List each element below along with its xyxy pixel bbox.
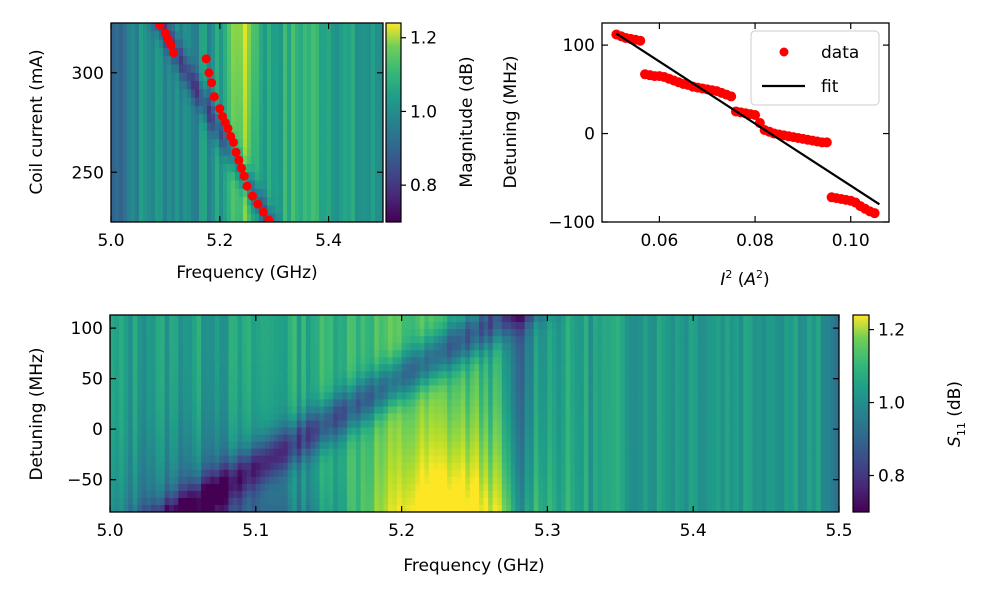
scatter-xtick-label: 0.10 (832, 231, 870, 251)
scatter-plot-area (611, 29, 881, 219)
legend-fit-label: fit (821, 77, 839, 97)
scatter-ylabel: Detuning (MHz) (501, 55, 521, 188)
colorbar-top-ticks: 0.8 1.0 1.2 (401, 29, 437, 196)
scatter-axes: 0.06 0.08 0.10 100 0 −100 (548, 23, 889, 251)
heatmap-top-xlabel: Frequency (GHz) (176, 263, 317, 283)
heatmap-bottom-frame (109, 314, 840, 513)
heatmap-bottom-ylabel: Detuning (MHz) (27, 347, 47, 480)
heatmap-top-marker (209, 92, 219, 102)
scatter-panel: 0.06 0.08 0.10 100 0 −100 I2 (A2) Detuning (M… (501, 22, 890, 290)
scatter-xlabel: I2 (A2) (720, 268, 769, 290)
heatmap-top-marker (237, 163, 247, 173)
heatmap-top-markers (155, 23, 274, 222)
scatter-xtick-label: 0.08 (736, 231, 774, 251)
heatmap-top-marker (231, 147, 241, 157)
heatmap-top-marker (234, 155, 244, 165)
heatmap-bottom-ytick-label: −50 (67, 471, 103, 491)
scatter-xtick-label: 0.06 (640, 231, 678, 251)
legend-data-marker (779, 47, 789, 57)
heatmap-top-marker (204, 68, 214, 78)
heatmap-top-marker (258, 207, 268, 217)
heatmap-bottom-xtick-label: 5.1 (242, 521, 269, 541)
heatmap-bottom-ytick-label: 100 (71, 319, 103, 339)
legend-data-label: data (821, 43, 859, 63)
colorbar-bottom-tick-label: 1.2 (878, 321, 905, 341)
heatmap-top-xtick-label: 5.2 (206, 231, 233, 251)
heatmap-bottom-xtick-label: 5.4 (680, 521, 707, 541)
heatmap-bottom-xtick-label: 5.2 (388, 521, 415, 541)
heatmap-top-marker (253, 199, 263, 209)
heatmap-bottom-xtick-label: 5.0 (96, 521, 123, 541)
fit-line (615, 32, 881, 206)
legend: data fit (750, 30, 880, 106)
colorbar-bottom (852, 314, 870, 513)
scatter-point (750, 109, 761, 120)
colorbar-top-tick-label: 0.8 (410, 176, 437, 196)
scatter-point (635, 35, 646, 46)
heatmap-bottom-ytick-label: 0 (92, 420, 103, 440)
legend-box (750, 30, 880, 106)
heatmap-top-frame (110, 22, 384, 223)
heatmap-bottom-axes: 5.0 5.1 5.2 5.3 5.4 5.5 100 50 0 −50 (67, 315, 853, 541)
heatmap-bottom-image (110, 315, 839, 512)
colorbar-bottom-tick-label: 1.0 (878, 394, 905, 414)
colorbar-bottom-ticks: 0.8 1.0 1.2 (869, 321, 905, 487)
scatter-point (821, 137, 832, 148)
heatmap-top-xtick-label: 5.0 (97, 231, 124, 251)
scatter-ytick-label: −100 (548, 213, 595, 233)
heatmap-top-panel: 5.0 5.2 5.4 250 300 Frequency (GHz) Coil cur… (27, 22, 477, 283)
heatmap-top-marker (247, 191, 257, 201)
scatter-ytick-label: 100 (563, 36, 595, 56)
heatmap-top-marker (215, 104, 225, 114)
heatmap-top-marker (169, 48, 179, 58)
heatmap-bottom-panel: 5.0 5.1 5.2 5.3 5.4 5.5 100 50 0 −50 Frequency (G… (27, 314, 968, 576)
heatmap-top-marker (228, 137, 238, 147)
colorbar-top-tick-label: 1.0 (410, 102, 437, 122)
heatmap-top-axes: 5.0 5.2 5.4 250 300 (72, 23, 383, 251)
heatmap-top-marker (201, 54, 211, 64)
heatmap-bottom-xlabel: Frequency (GHz) (403, 556, 544, 576)
heatmap-top-marker (155, 23, 165, 30)
heatmap-top-marker (223, 123, 233, 133)
heatmap-top-xtick-label: 5.4 (315, 231, 342, 251)
scatter-point (869, 208, 880, 219)
heatmap-top-ylabel: Coil current (mA) (27, 49, 47, 194)
scatter-ytick-label: 0 (584, 125, 595, 145)
heatmap-top-ytick-label: 300 (72, 64, 104, 84)
heatmap-top-image (111, 23, 383, 222)
heatmap-bottom-ytick-label: 50 (81, 370, 103, 390)
heatmap-top-marker (166, 40, 176, 50)
colorbar-top (385, 22, 402, 223)
colorbar-bottom-tick-label: 0.8 (878, 467, 905, 487)
heatmap-top-marker (242, 181, 252, 191)
heatmap-bottom-xtick-label: 5.5 (825, 521, 852, 541)
heatmap-top-marker (264, 215, 274, 222)
heatmap-top-ytick-label: 250 (72, 163, 104, 183)
colorbar-bottom-label: S11 (dB) (945, 381, 968, 447)
colorbar-top-label: Magnitude (dB) (457, 56, 477, 187)
heatmap-bottom-xtick-label: 5.3 (534, 521, 561, 541)
scatter-frame (601, 22, 890, 223)
scatter-point (726, 91, 737, 102)
heatmap-top-marker (207, 78, 217, 88)
colorbar-top-tick-label: 1.2 (410, 29, 437, 49)
heatmap-top-marker (239, 171, 249, 181)
